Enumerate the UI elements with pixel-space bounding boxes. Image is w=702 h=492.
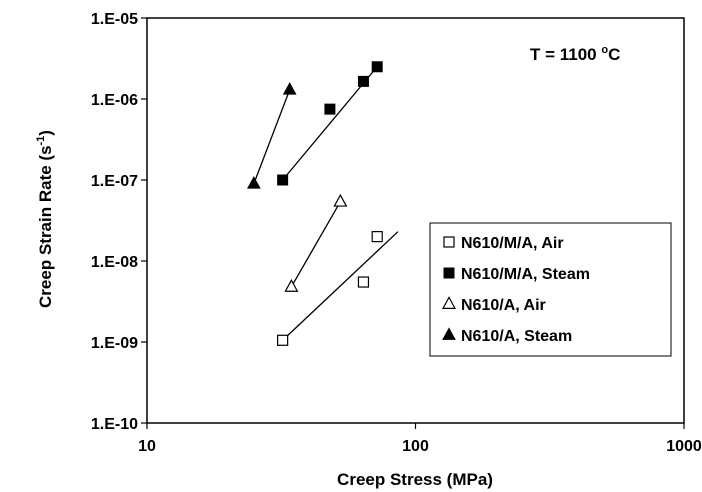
legend-label-series-2: N610/M/A, Steam bbox=[461, 266, 590, 283]
data-point-series-4 bbox=[282, 82, 297, 95]
data-point-series-2 bbox=[371, 61, 383, 73]
y-tick-label: 1.E-07 bbox=[91, 173, 138, 190]
plot-area bbox=[146, 17, 685, 424]
data-point-series-1 bbox=[357, 276, 370, 288]
x-tick-label: 1000 bbox=[666, 438, 702, 455]
x-tick-label: 100 bbox=[402, 438, 429, 455]
x-tick-label: 10 bbox=[138, 438, 156, 455]
legend-label-series-4: N610/A, Steam bbox=[461, 328, 572, 345]
axis-ticks bbox=[141, 17, 685, 429]
x-axis-title: Creep Stress (MPa) bbox=[337, 470, 493, 489]
data-markers bbox=[247, 61, 383, 346]
y-axis-title: Creep Strain Rate (s-1) bbox=[35, 130, 55, 308]
trendline-series-1 bbox=[282, 231, 399, 341]
legend-marker-series-4 bbox=[442, 327, 456, 340]
y-tick-label: 1.E-08 bbox=[91, 254, 138, 271]
legend-marker-series-1 bbox=[443, 236, 455, 248]
y-tick-label: 1.E-10 bbox=[91, 416, 138, 433]
annotation-main: T = 1100 bbox=[530, 45, 601, 64]
data-point-series-2 bbox=[324, 103, 336, 115]
legend-label-series-1: N610/M/A, Air bbox=[461, 235, 564, 252]
y-tick-labels: 1.E-10 1.E-09 1.E-08 1.E-07 1.E-06 1.E-05 bbox=[91, 11, 138, 433]
data-point-series-3 bbox=[284, 278, 299, 292]
y-axis-title-main: Creep Strain Rate (s bbox=[36, 145, 55, 308]
data-point-series-2 bbox=[277, 174, 289, 186]
data-point-series-2 bbox=[357, 75, 369, 87]
annotation-unit: C bbox=[608, 45, 620, 64]
data-point-series-4 bbox=[247, 176, 261, 189]
data-point-series-1 bbox=[277, 334, 289, 346]
trendline-series-4 bbox=[253, 89, 291, 184]
trendline-series-3 bbox=[290, 201, 341, 288]
y-tick-label: 1.E-06 bbox=[91, 92, 138, 109]
annotation-temperature: T = 1100 oC bbox=[530, 44, 620, 64]
data-point-series-3 bbox=[333, 193, 348, 207]
legend-label-series-3: N610/A, Air bbox=[461, 297, 546, 314]
legend-marker-series-2 bbox=[443, 267, 455, 279]
data-point-series-1 bbox=[371, 231, 383, 243]
x-tick-labels: 10 100 1000 bbox=[138, 438, 702, 455]
annotation-degree: o bbox=[601, 44, 608, 56]
y-tick-label: 1.E-05 bbox=[91, 11, 138, 28]
y-axis-title-sup: -1 bbox=[35, 136, 47, 146]
legend: N610/M/A, Air N610/M/A, Steam N610/A, Air N… bbox=[429, 222, 672, 357]
legend-marker-series-3 bbox=[441, 296, 457, 309]
y-axis-title-close: ) bbox=[36, 130, 55, 136]
y-tick-label: 1.E-09 bbox=[91, 335, 138, 352]
legend-box bbox=[429, 222, 672, 357]
